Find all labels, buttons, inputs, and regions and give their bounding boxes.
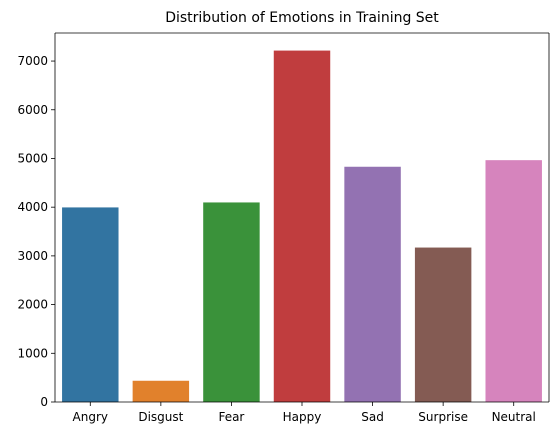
bar-disgust <box>132 380 190 402</box>
bar-neutral <box>485 160 542 402</box>
y-tick-label: 4000 <box>17 200 48 214</box>
x-tick-label-sad: Sad <box>361 410 384 424</box>
bars-layer <box>62 50 542 402</box>
chart-title: Distribution of Emotions in Training Set <box>165 10 439 26</box>
bar-angry <box>62 207 119 402</box>
x-tick-label-neutral: Neutral <box>492 410 536 424</box>
x-tick-label-fear: Fear <box>218 410 244 424</box>
bar-sad <box>344 166 401 402</box>
y-tick-label: 0 <box>40 395 48 409</box>
y-tick-label: 7000 <box>17 54 48 68</box>
bar-fear <box>203 202 260 402</box>
x-tick-label-surprise: Surprise <box>418 410 468 424</box>
x-tick-label-happy: Happy <box>283 410 322 424</box>
y-tick-label: 5000 <box>17 151 48 165</box>
axes-layer: 0 1000 2000 3000 4000 5000 6000 7000 Angry Disgus… <box>17 32 550 424</box>
y-tick-label: 6000 <box>17 103 48 117</box>
x-tick-label-angry: Angry <box>73 410 108 424</box>
y-tick-label: 3000 <box>17 249 48 263</box>
bar-surprise <box>414 247 472 402</box>
y-tick-label: 1000 <box>17 346 48 360</box>
bar-happy <box>273 50 331 402</box>
y-tick-label: 2000 <box>17 298 48 312</box>
x-tick-label-disgust: Disgust <box>138 410 183 424</box>
